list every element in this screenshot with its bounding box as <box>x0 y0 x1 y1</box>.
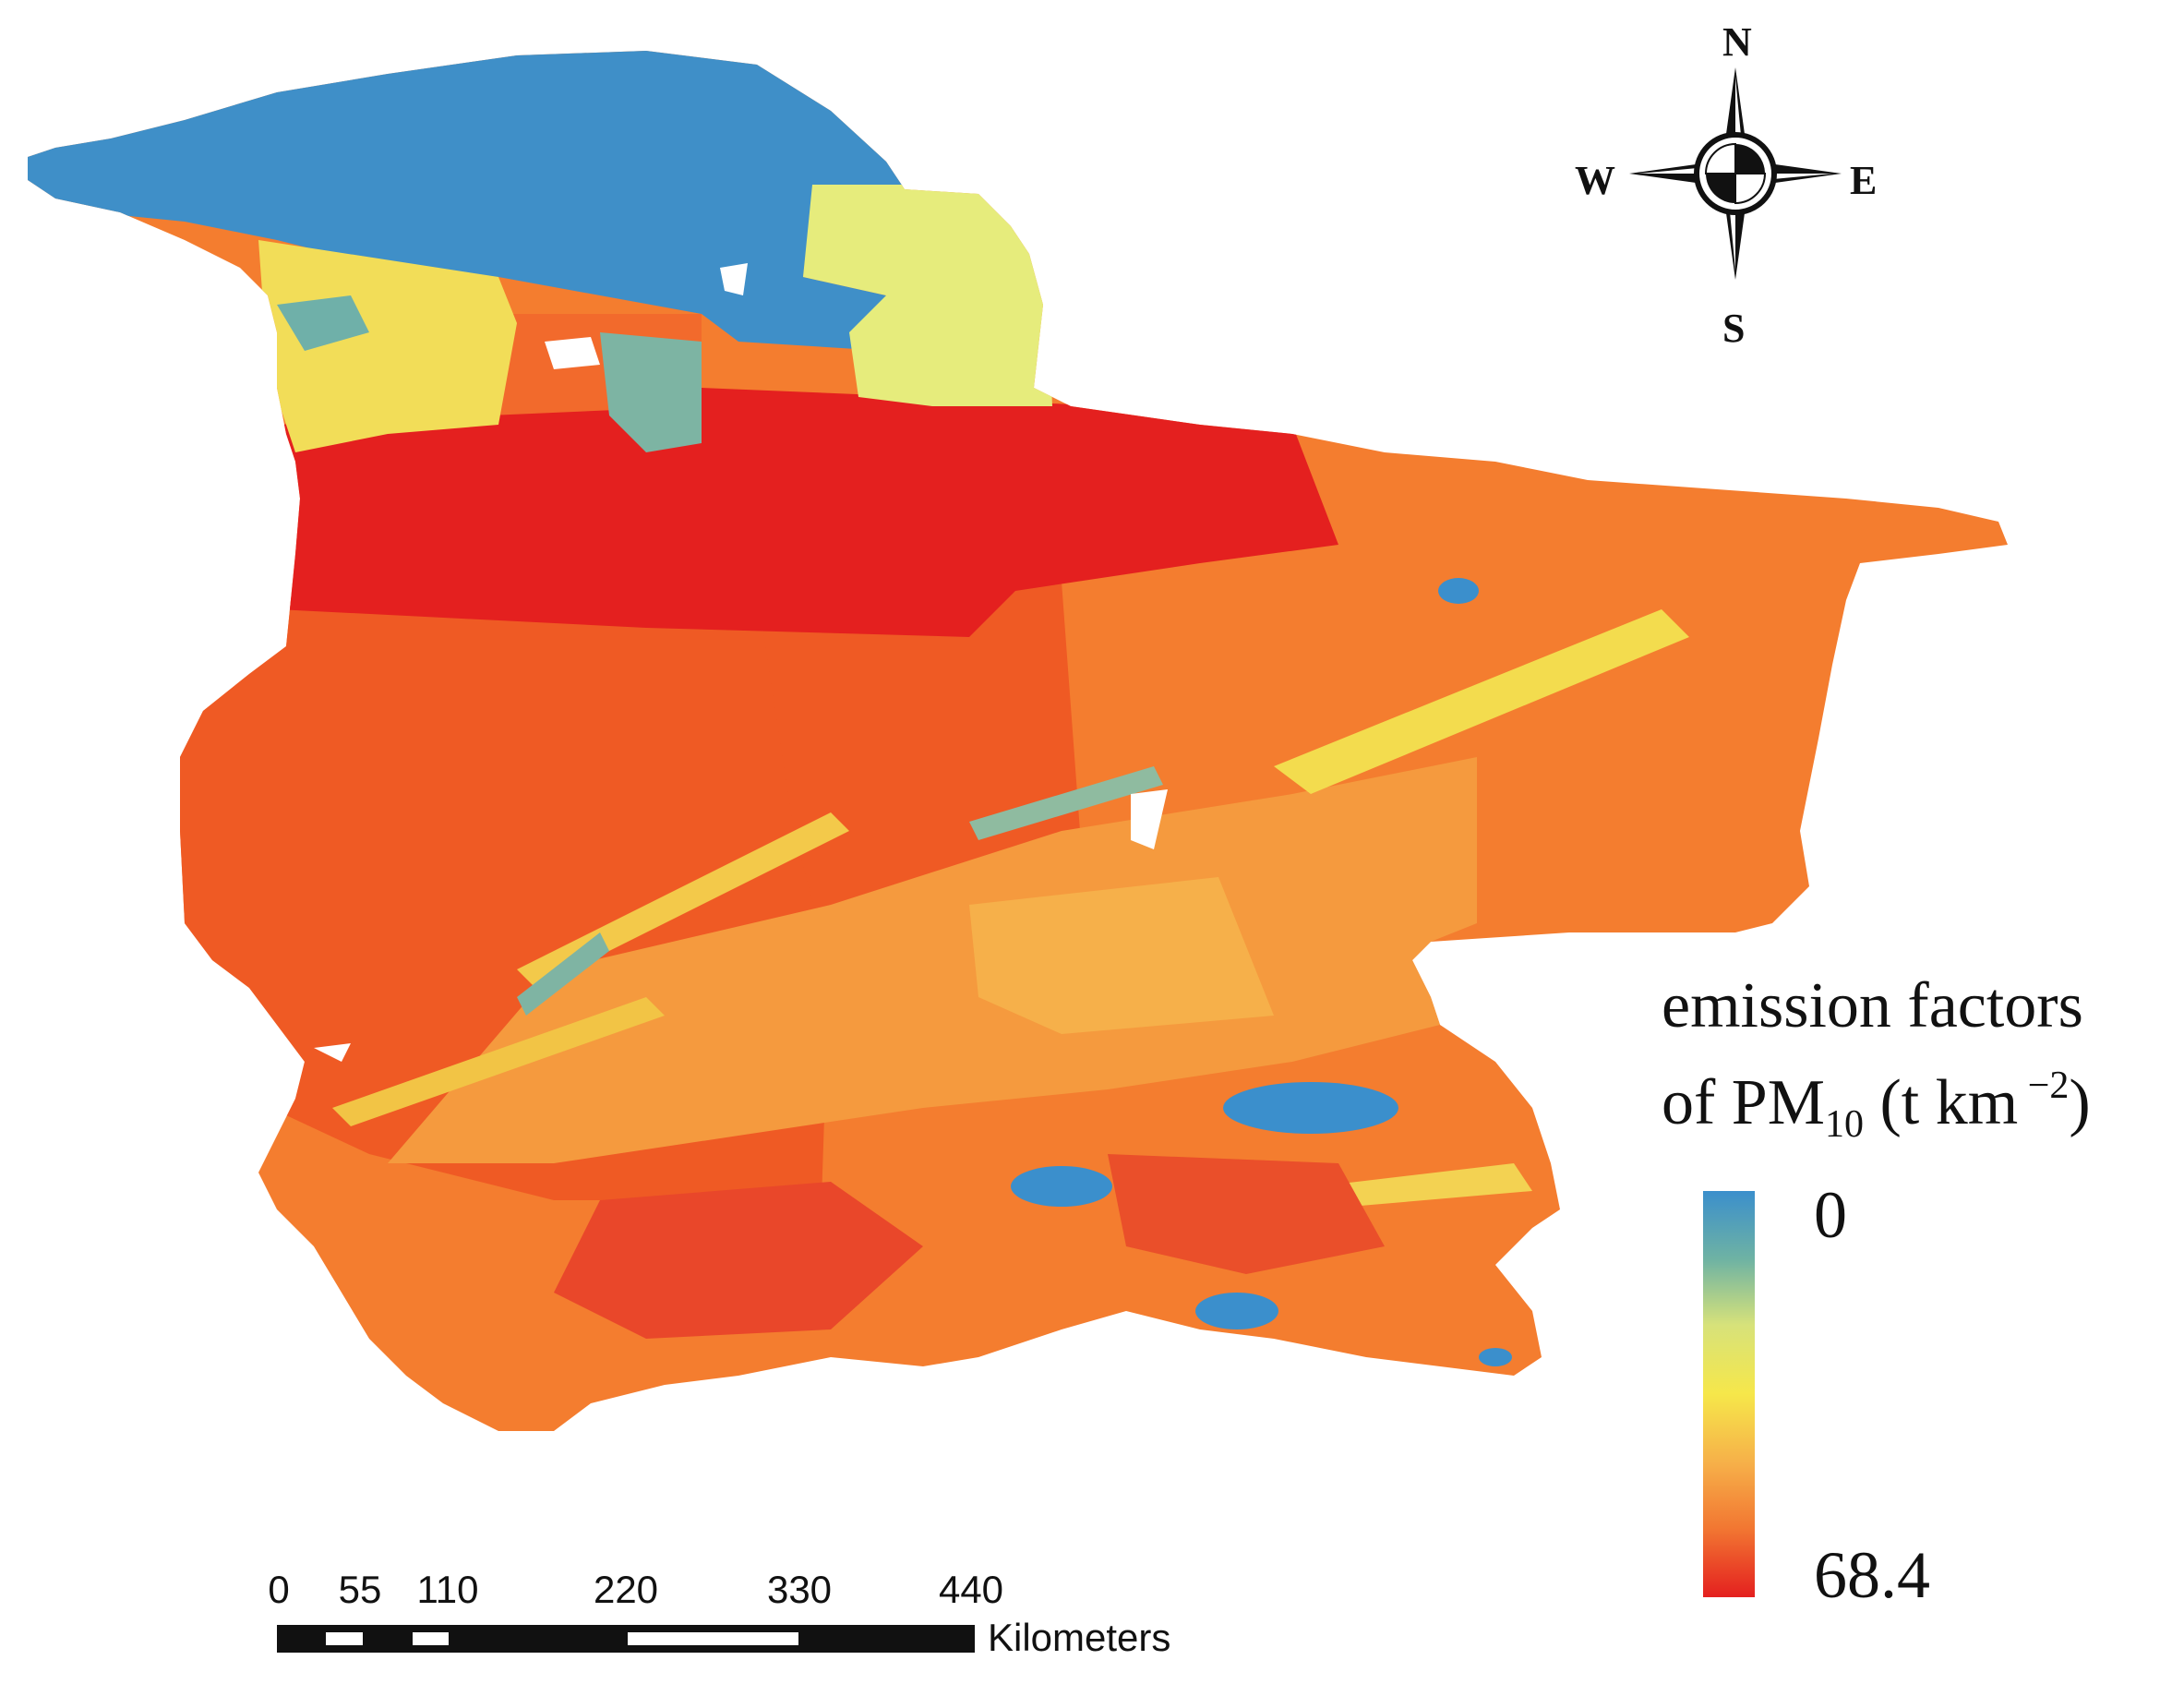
scale-segment-3 <box>413 1632 449 1645</box>
scale-tick-label: 110 <box>416 1568 479 1611</box>
compass-label-s: S <box>1722 306 1746 351</box>
white-gap-1 <box>1131 789 1168 849</box>
lake-1 <box>1223 1082 1398 1134</box>
south-red-mottle <box>554 1182 923 1339</box>
legend-color-ramp <box>1703 1191 1755 1597</box>
scale-tick-label: 0 <box>268 1568 290 1611</box>
lake-4 <box>1438 578 1479 604</box>
compass-label-w: W <box>1575 158 1615 203</box>
northwest-yellow-zone <box>258 240 517 452</box>
compass-label-n: N <box>1722 19 1752 65</box>
scale-bar <box>277 1625 975 1653</box>
north-teal-patch-2 <box>277 295 369 351</box>
legend-title-line1: emission factors <box>1662 970 2083 1041</box>
scale-tick-label: 220 <box>593 1568 659 1611</box>
scale-tick-label: 55 <box>338 1568 382 1611</box>
yellow-streak-3 <box>332 997 665 1126</box>
white-gap-3 <box>314 1043 351 1062</box>
lake-2 <box>1011 1166 1112 1207</box>
scale-tick-label: 440 <box>938 1568 1004 1611</box>
compass-rose <box>1629 67 1842 280</box>
legend-min-label: 0 <box>1814 1178 1847 1252</box>
compass-label-e: E <box>1850 158 1878 203</box>
legend-title-line2: of PM10 (t km −2) <box>1662 1065 2091 1146</box>
white-gap-2 <box>545 337 600 369</box>
red-desert-zone <box>277 388 1338 637</box>
lake-5 <box>1479 1348 1512 1366</box>
scale-segment-1 <box>326 1632 363 1645</box>
lake-3 <box>1195 1293 1278 1329</box>
south-light-orange-belt <box>388 757 1477 1163</box>
south-light-orange-patch <box>969 877 1274 1034</box>
scale-segment-5 <box>628 1632 798 1645</box>
northeast-yellow-zone <box>803 185 1052 406</box>
scale-tick-label: 330 <box>766 1568 833 1611</box>
teal-streak-2 <box>517 932 609 1016</box>
teal-streak-1 <box>969 766 1163 840</box>
legend-max-label: 68.4 <box>1814 1538 1930 1612</box>
yellow-streak-1 <box>1274 609 1689 794</box>
scale-unit-label: Kilometers <box>988 1616 1171 1659</box>
white-gap-4 <box>720 263 748 295</box>
north-teal-patch <box>600 332 702 452</box>
south-red-mottle-2 <box>1108 1154 1385 1274</box>
